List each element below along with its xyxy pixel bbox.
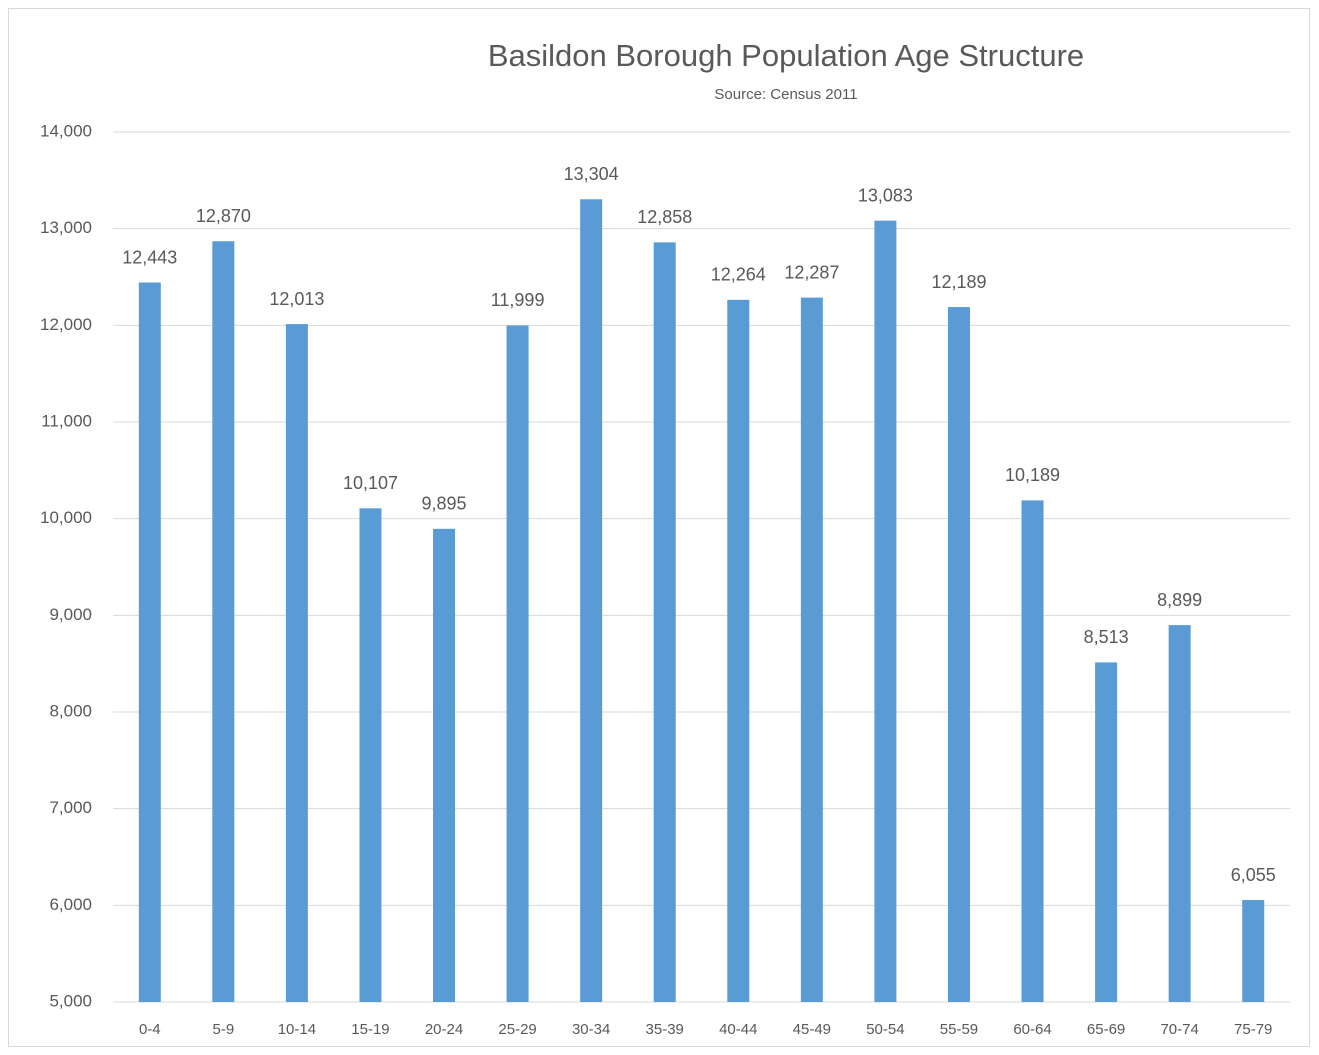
x-tick-label: 5-9 xyxy=(213,1021,235,1038)
x-tick-label: 30-34 xyxy=(572,1021,610,1038)
x-tick-label: 35-39 xyxy=(646,1021,684,1038)
data-label: 13,304 xyxy=(564,164,619,184)
y-tick-label: 14,000 xyxy=(40,121,92,140)
data-label: 10,189 xyxy=(1005,465,1060,485)
data-label: 11,999 xyxy=(491,290,545,310)
y-tick-label: 11,000 xyxy=(41,411,92,430)
y-tick-label: 7,000 xyxy=(49,798,92,817)
chart-title: Basildon Borough Population Age Structur… xyxy=(488,38,1084,73)
x-tick-label: 45-49 xyxy=(793,1021,831,1038)
x-tick-label: 0-4 xyxy=(139,1021,161,1038)
data-label: 12,443 xyxy=(122,247,177,267)
x-tick-label: 40-44 xyxy=(719,1021,757,1038)
data-label: 12,264 xyxy=(711,265,766,285)
x-tick-label: 20-24 xyxy=(425,1021,463,1038)
data-label: 13,083 xyxy=(858,185,913,205)
bar xyxy=(1095,662,1118,1002)
data-label: 6,055 xyxy=(1231,865,1276,885)
x-tick-label: 50-54 xyxy=(866,1021,904,1038)
x-tick-label: 65-69 xyxy=(1087,1021,1125,1038)
y-tick-label: 9,000 xyxy=(49,605,92,624)
data-label: 12,013 xyxy=(269,289,324,309)
bar xyxy=(874,220,897,1003)
x-tick-label: 60-64 xyxy=(1013,1021,1051,1038)
y-tick-label: 13,000 xyxy=(40,218,92,237)
data-label: 10,107 xyxy=(343,473,398,493)
y-tick-label: 5,000 xyxy=(49,991,92,1010)
data-label: 12,870 xyxy=(196,206,251,226)
x-tick-label: 25-29 xyxy=(498,1021,536,1038)
data-label: 8,899 xyxy=(1157,590,1202,610)
x-tick-label: 70-74 xyxy=(1160,1021,1198,1038)
data-label: 8,513 xyxy=(1084,627,1129,647)
bar xyxy=(1168,625,1191,1002)
bar xyxy=(580,199,603,1002)
x-tick-label: 75-79 xyxy=(1234,1021,1272,1038)
bar xyxy=(653,242,676,1003)
bar xyxy=(727,299,750,1002)
bar xyxy=(1242,900,1265,1002)
x-tick-label: 10-14 xyxy=(278,1021,316,1038)
data-label: 9,895 xyxy=(422,494,467,514)
data-label: 12,189 xyxy=(931,272,986,292)
x-tick-label: 55-59 xyxy=(940,1021,978,1038)
data-label: 12,858 xyxy=(637,207,692,227)
y-tick-label: 10,000 xyxy=(40,508,92,527)
y-tick-label: 8,000 xyxy=(49,701,92,720)
bar xyxy=(138,282,161,1002)
y-tick-label: 12,000 xyxy=(40,315,92,334)
bar xyxy=(947,307,970,1002)
bar xyxy=(800,297,823,1003)
bar xyxy=(285,324,308,1002)
bar xyxy=(506,325,529,1002)
bar xyxy=(359,508,382,1002)
x-tick-label: 15-19 xyxy=(351,1021,389,1038)
data-label: 12,287 xyxy=(784,262,839,282)
bar xyxy=(433,528,456,1002)
y-tick-label: 6,000 xyxy=(49,895,92,914)
bar xyxy=(1021,500,1044,1002)
bar xyxy=(212,241,235,1002)
chart-subtitle: Source: Census 2011 xyxy=(714,86,857,103)
